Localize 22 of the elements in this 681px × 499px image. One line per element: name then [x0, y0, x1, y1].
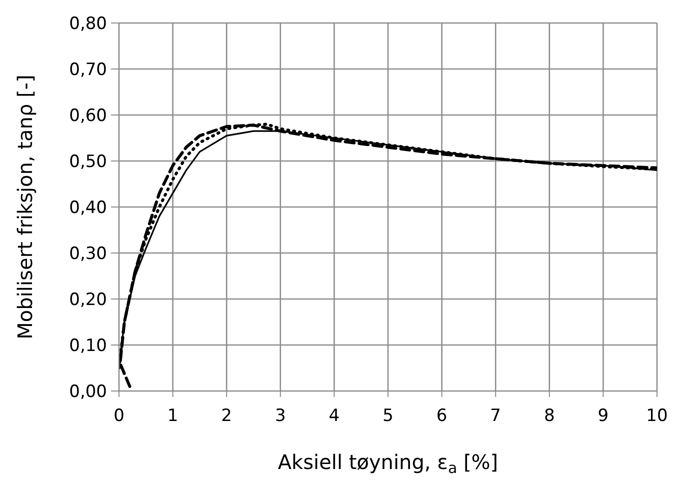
y-tick-label: 0,70 — [69, 60, 107, 80]
y-tick-label: 0,20 — [69, 290, 107, 310]
y-tick-label: 0,40 — [69, 198, 107, 218]
y-tick-label: 0,80 — [69, 14, 107, 34]
x-tick-label: 8 — [544, 406, 555, 426]
x-tick-label: 10 — [646, 406, 668, 426]
y-tick-label: 0,50 — [69, 152, 107, 172]
x-tick-label: 2 — [221, 406, 232, 426]
x-tick-label: 3 — [274, 406, 286, 426]
x-tick-label: 1 — [167, 406, 178, 426]
y-tick-label: 0,60 — [69, 106, 107, 126]
y-axis-title: Mobilisert friksjon, tanρ [-] — [13, 74, 37, 340]
y-tick-label: 0,30 — [69, 244, 107, 264]
x-tick-label: 4 — [328, 406, 340, 426]
x-tick-label: 6 — [436, 406, 448, 426]
x-tick-label: 5 — [382, 406, 394, 426]
x-axis-title: Aksiell tøyning, ε$_{a}$ [%] — [278, 450, 498, 477]
y-tick-label: 0,10 — [69, 336, 107, 356]
y-tick-label: 0,00 — [69, 382, 107, 402]
x-tick-label: 9 — [598, 406, 609, 426]
x-tick-label: 0 — [114, 406, 124, 426]
x-tick-label: 7 — [490, 406, 502, 426]
